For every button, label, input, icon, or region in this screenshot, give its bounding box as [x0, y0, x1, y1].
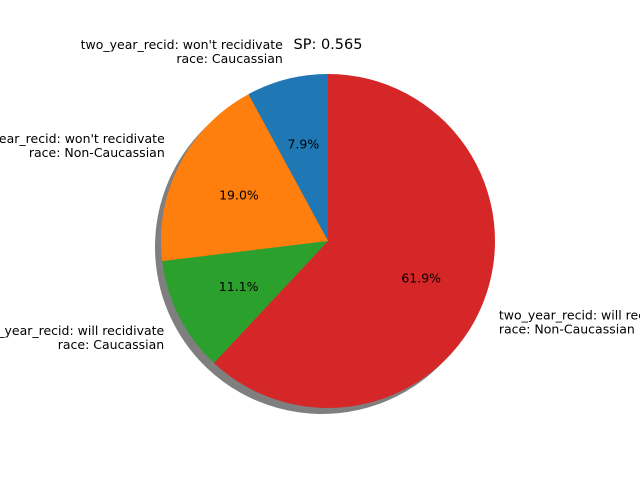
pie-slices — [160, 74, 495, 408]
pie-percent-label: 19.0% — [219, 188, 259, 203]
pie-slice-labels: two_year_recid: won't recidivate race: Ca… — [0, 37, 640, 352]
pie-slice — [248, 74, 328, 241]
pie-slice — [162, 241, 328, 364]
pie-slice — [213, 74, 495, 408]
pie-percent-label: 61.9% — [401, 270, 441, 285]
pie-slice — [160, 94, 328, 262]
pie-slice-label: two_year_recid: won't recidivate race: Ca… — [81, 37, 284, 66]
chart-title: SP: 0.565 — [294, 37, 363, 53]
pie-percent-label: 7.9% — [287, 136, 319, 151]
pie-percent-label: 11.1% — [219, 279, 259, 294]
pie-percent-labels: 7.9% 19.0% 11.1% 61.9% — [219, 136, 441, 294]
